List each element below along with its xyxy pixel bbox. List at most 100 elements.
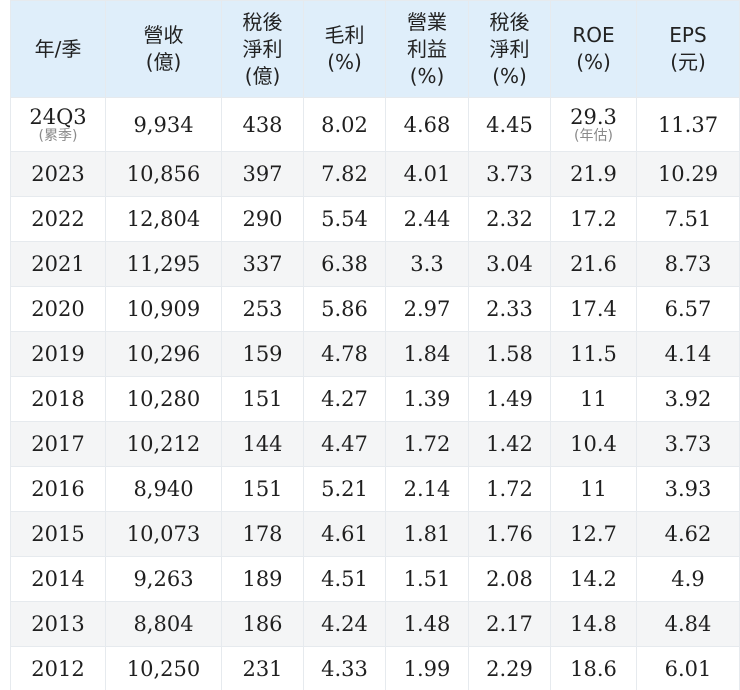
cell-value: 2023 [31,162,85,186]
cell-operating-margin: 1.81 [385,511,469,557]
cell-operating-margin: 2.14 [385,466,469,512]
table-row: 2012 10,250 231 4.33 1.99 2.29 18.6 6.01 [10,646,740,690]
cell-operating-margin: 1.84 [385,331,469,377]
cell-period: 2017 [10,421,106,467]
table-row: 2017 10,212 144 4.47 1.72 1.42 10.4 3.73 [10,421,740,467]
header-line: (億) [244,63,281,88]
cell-value: 3.93 [664,477,712,501]
cell-gross-margin: 4.51 [303,556,386,602]
cell-net-income: 178 [221,511,304,557]
cell-value: 2022 [31,207,85,231]
cell-value: 2.44 [403,207,451,231]
cell-net-income: 397 [221,151,304,197]
cell-value: 29.3 [570,104,617,129]
cell-operating-margin: 4.01 [385,151,469,197]
cell-revenue: 9,263 [105,556,222,602]
cell-value: 8.02 [321,112,368,137]
cell-roe: 17.2 [550,196,637,242]
cell-operating-margin: 4.68 [385,97,469,152]
cell-value: 3.92 [664,387,712,411]
table-row: 2023 10,856 397 7.82 4.01 3.73 21.9 10.29 [10,151,740,197]
cell-value: 11 [580,477,607,501]
cell-period: 24Q3 (累季) [10,97,106,152]
header-line: 利益 [407,36,447,61]
cell-roe: 12.7 [550,511,637,557]
cell-value: 11.37 [657,112,719,137]
header-line: (%) [576,50,611,74]
cell-value: 2.08 [486,567,533,591]
table-row: 2021 11,295 337 6.38 3.3 3.04 21.6 8.73 [10,241,740,287]
cell-value: 10,856 [126,162,201,186]
cell-roe: 18.6 [550,646,637,690]
cell-net-margin: 3.73 [468,151,551,197]
cell-value: 12.7 [570,522,617,546]
cell-roe: 11 [550,466,637,512]
cell-value: 1.99 [403,657,451,681]
table-row: 2020 10,909 253 5.86 2.97 2.33 17.4 6.57 [10,286,740,332]
cell-eps: 3.92 [636,376,740,422]
cell-roe: 21.9 [550,151,637,197]
header-operating-margin: 營業 利益 (%) [385,0,469,98]
cell-value: 2016 [31,477,85,501]
cell-value: 189 [242,567,283,591]
cell-gross-margin: 4.47 [303,421,386,467]
cell-operating-margin: 1.39 [385,376,469,422]
cell-value: 438 [242,112,283,137]
header-roe: ROE (%) [550,0,637,98]
cell-value: 4.27 [321,387,368,411]
cell-value: 231 [242,657,283,681]
cell-value: 1.42 [486,432,533,456]
header-period: 年/季 [10,0,106,98]
cell-value: 10.29 [657,162,719,186]
cell-operating-margin: 2.44 [385,196,469,242]
cell-value: 1.72 [486,477,533,501]
cell-eps: 6.01 [636,646,740,690]
cell-value: 4.51 [321,567,368,591]
cell-net-margin: 1.42 [468,421,551,467]
cell-value: 17.4 [570,297,617,321]
cell-value: 21.6 [570,252,617,276]
cell-value: 1.84 [403,342,451,366]
cell-net-margin: 4.45 [468,97,551,152]
cell-net-margin: 1.58 [468,331,551,377]
header-line: 營收 [143,23,184,47]
cell-value: 7.82 [321,162,368,186]
header-line: 淨利 [489,36,530,61]
cell-value: 11 [580,387,607,411]
cell-operating-margin: 3.3 [385,241,469,287]
cell-value: 6.57 [664,297,712,321]
cell-net-income: 151 [221,376,304,422]
cell-operating-margin: 1.48 [385,601,469,647]
cell-value: 186 [242,612,283,636]
cell-period: 2016 [10,466,106,512]
cell-value: 4.9 [671,567,705,591]
cell-revenue: 12,804 [105,196,222,242]
cell-gross-margin: 5.21 [303,466,386,512]
cell-roe: 29.3 (年估) [550,97,637,152]
cell-revenue: 11,295 [105,241,222,287]
cell-value: 5.86 [321,297,368,321]
cell-period: 2020 [10,286,106,332]
cell-period: 2023 [10,151,106,197]
cell-period: 2019 [10,331,106,377]
cell-revenue: 10,909 [105,286,222,332]
cell-value: 2020 [31,297,85,321]
cell-value: 11.5 [570,342,617,366]
cell-value: 2.97 [403,297,451,321]
cell-net-income: 144 [221,421,304,467]
cell-gross-margin: 4.61 [303,511,386,557]
cell-value: 337 [242,252,283,276]
cell-value: 7.51 [664,207,712,231]
cell-gross-margin: 5.54 [303,196,386,242]
cell-operating-margin: 1.51 [385,556,469,602]
cell-value: 4.47 [321,432,368,456]
cell-value: 2015 [31,522,85,546]
header-line: EPS [669,23,707,47]
cell-value: 159 [242,342,283,366]
cell-value: 5.21 [321,477,368,501]
cell-value: 144 [242,432,283,456]
cell-value: 2013 [31,612,85,636]
cell-value: 253 [242,297,283,321]
cell-value: 5.54 [321,207,368,231]
header-eps: EPS (元) [636,0,740,98]
